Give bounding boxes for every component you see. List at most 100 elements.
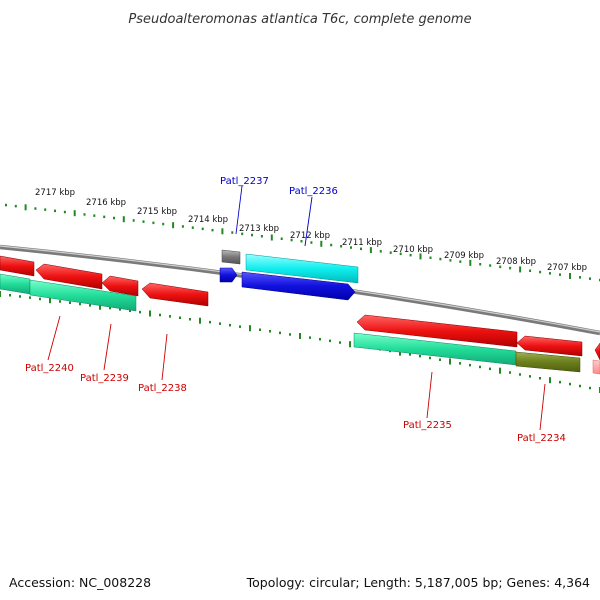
- gene-label-patl-2237: Patl_2237: [220, 176, 269, 187]
- minor-tick: [439, 257, 442, 261]
- tick-label: 2715 kbp: [137, 207, 177, 217]
- major-tick: [349, 341, 351, 348]
- major-tick: [249, 325, 251, 332]
- minor-tick: [63, 210, 66, 214]
- minor-tick: [191, 226, 194, 229]
- minor-tick: [459, 260, 462, 263]
- minor-tick: [340, 245, 343, 248]
- major-tick: [469, 259, 472, 266]
- minor-tick: [152, 221, 155, 225]
- minor-tick: [509, 371, 511, 374]
- gene-olive-2234[interactable]: [515, 351, 581, 373]
- major-tick: [221, 228, 224, 235]
- gene-patl-2234-red[interactable]: [516, 335, 583, 357]
- gene-patl-2238[interactable]: [141, 282, 209, 307]
- minor-tick: [83, 213, 86, 216]
- gene-red-left-edge[interactable]: [0, 255, 35, 277]
- minor-tick: [350, 246, 352, 249]
- minor-tick: [459, 362, 461, 365]
- minor-tick: [231, 231, 234, 234]
- gene-label-patl-2235: Patl_2235: [403, 420, 452, 431]
- tick-label: 2708 kbp: [496, 257, 536, 267]
- gene-green-2239[interactable]: [29, 279, 137, 312]
- major-tick: [49, 297, 51, 304]
- tick-label: 2714 kbp: [188, 215, 228, 225]
- minor-tick: [589, 277, 591, 280]
- gene-green-left[interactable]: [0, 273, 31, 295]
- minor-tick: [209, 320, 211, 324]
- minor-tick: [579, 384, 581, 388]
- minor-tick: [519, 373, 521, 376]
- minor-tick: [559, 380, 561, 384]
- minor-tick: [259, 328, 261, 331]
- label-line: [235, 185, 243, 235]
- minor-tick: [169, 315, 171, 318]
- gene-label-patl-2236: Patl_2236: [289, 186, 338, 197]
- accession-text: Accession: NC_008228: [9, 575, 151, 590]
- minor-tick: [54, 209, 56, 213]
- minor-tick: [579, 276, 581, 279]
- major-tick: [320, 240, 323, 247]
- major-tick: [499, 367, 501, 374]
- minor-tick: [44, 208, 47, 211]
- minor-tick: [529, 375, 531, 378]
- gene-label-patl-2240: Patl_2240: [25, 363, 74, 374]
- tick-label: 2711 kbp: [342, 238, 382, 248]
- major-tick: [73, 210, 76, 217]
- major-tick: [419, 253, 422, 260]
- minor-tick: [549, 272, 551, 275]
- minor-tick: [559, 273, 561, 276]
- minor-tick: [19, 295, 21, 298]
- tick-label: 2717 kbp: [35, 188, 75, 198]
- major-tick: [149, 310, 151, 317]
- minor-tick: [419, 354, 421, 358]
- minor-tick: [159, 313, 161, 317]
- gene-patl-2235-red[interactable]: [356, 314, 518, 348]
- minor-tick: [69, 301, 71, 304]
- gene-patl-2240[interactable]: [35, 263, 103, 290]
- tick-label: 2716 kbp: [86, 198, 126, 208]
- lower-tick-track: [0, 291, 600, 393]
- minor-tick: [162, 222, 165, 226]
- minor-tick: [103, 215, 106, 219]
- minor-tick: [113, 216, 115, 220]
- minor-tick: [5, 203, 7, 207]
- label-line: [161, 333, 168, 381]
- tick-label: 2709 kbp: [444, 251, 484, 261]
- minor-tick: [379, 250, 382, 253]
- minor-tick: [59, 300, 61, 303]
- gene-label-patl-2239: Patl_2239: [80, 373, 129, 384]
- minor-tick: [29, 296, 31, 299]
- major-tick: [24, 204, 27, 211]
- gene-blue-small[interactable]: [219, 267, 238, 283]
- minor-tick: [211, 228, 214, 232]
- minor-tick: [589, 386, 591, 390]
- minor-tick: [449, 259, 452, 262]
- minor-tick: [289, 333, 291, 336]
- minor-tick: [269, 330, 271, 333]
- major-tick: [122, 216, 125, 223]
- minor-tick: [280, 237, 283, 240]
- major-tick: [0, 291, 1, 297]
- major-tick: [399, 349, 401, 356]
- gene-patl-2239[interactable]: [101, 275, 139, 297]
- upper-tick-track: [5, 203, 600, 282]
- label-line: [539, 383, 546, 431]
- gene-blue-large[interactable]: [241, 271, 356, 301]
- major-tick: [369, 247, 372, 254]
- gene-pink-right-edge[interactable]: [592, 359, 600, 375]
- minor-tick: [241, 232, 244, 236]
- minor-tick: [409, 353, 411, 356]
- label-line: [426, 371, 433, 419]
- gene-patl-2236[interactable]: [245, 253, 359, 284]
- gene-patl-2237[interactable]: [221, 249, 241, 265]
- map-title: Pseudoalteromonas atlantica T6c, complet…: [128, 12, 471, 27]
- gene-red-right-edge[interactable]: [594, 342, 600, 361]
- minor-tick: [79, 302, 81, 306]
- major-tick: [299, 333, 301, 339]
- minor-tick: [569, 382, 571, 386]
- label-line: [47, 315, 61, 361]
- gene-label-patl-2234: Patl_2234: [517, 433, 566, 444]
- minor-tick: [219, 322, 221, 325]
